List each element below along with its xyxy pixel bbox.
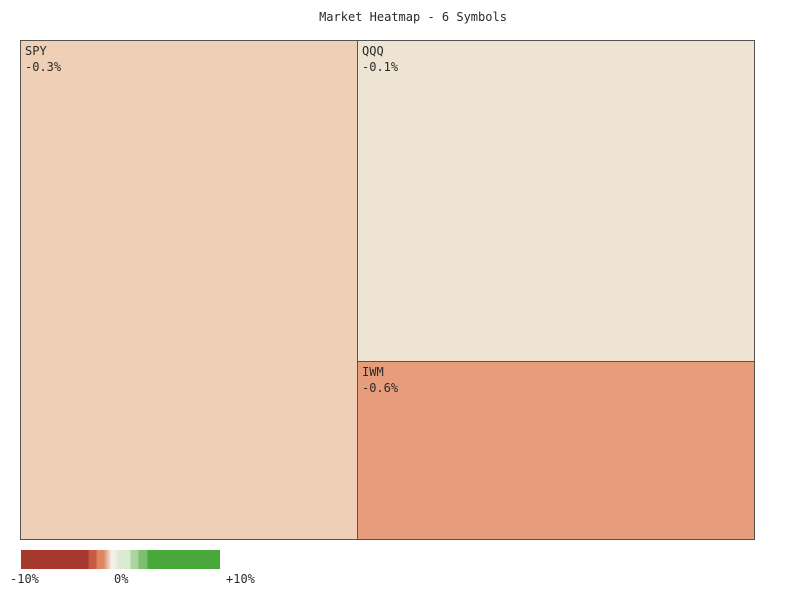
tile-symbol-label: SPY (25, 44, 47, 58)
treemap-tile-qqq: QQQ -0.1% (357, 40, 755, 363)
colorbar-zero-label: 0% (114, 572, 129, 586)
tile-change-label: -0.6% (362, 381, 399, 395)
tile-change-label: -0.3% (25, 60, 62, 74)
colorbar-max-label: +10% (226, 572, 255, 586)
colorbar-min-label: -10% (10, 572, 39, 586)
tile-symbol-label: IWM (362, 365, 384, 379)
treemap: SPY -0.3% QQQ -0.1% IWM -0.6% (20, 40, 755, 540)
colorbar-gradient (21, 550, 220, 569)
treemap-tile-iwm: IWM -0.6% (357, 361, 755, 540)
treemap-tile-spy: SPY -0.3% (20, 40, 359, 540)
tile-symbol-label: QQQ (362, 44, 384, 58)
chart-title: Market Heatmap - 6 Symbols (319, 10, 507, 24)
tile-change-label: -0.1% (362, 60, 399, 74)
